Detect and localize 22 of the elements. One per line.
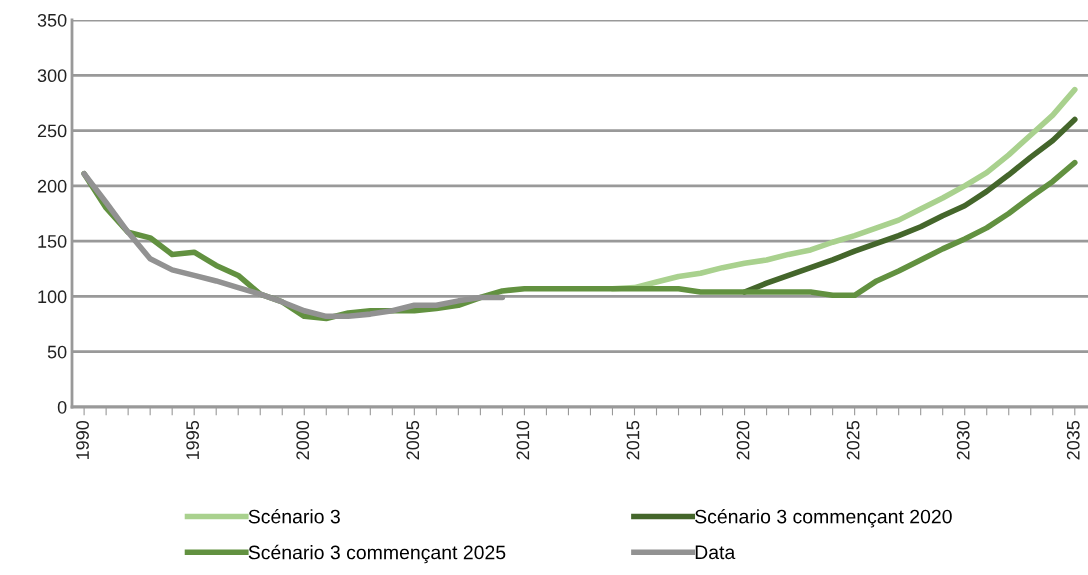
x-tick-label: 2000: [296, 420, 310, 460]
y-tick-label: 250: [37, 124, 67, 138]
y-tick-label: 300: [37, 69, 67, 83]
x-tick-label: 2010: [516, 420, 530, 460]
x-tick-label: 2020: [736, 420, 750, 460]
legend-label: Scénario 3: [248, 508, 340, 524]
legend-label: Scénario 3 commençant 2020: [695, 508, 952, 528]
y-tick-label: 200: [37, 179, 67, 193]
legend-label: Scénario 3 commençant 2025: [248, 544, 506, 564]
x-tick-label: 2035: [1066, 420, 1080, 460]
y-tick-label: 50: [47, 345, 67, 359]
y-tick-label: 0: [57, 400, 67, 414]
x-tick-label: 2030: [956, 420, 970, 460]
y-tick-label: 100: [38, 290, 67, 304]
x-tick-label: 1990: [76, 420, 89, 459]
legend-label: Data: [695, 545, 736, 560]
x-tick-label: 2025: [846, 420, 860, 460]
x-tick-label: 2015: [626, 420, 640, 460]
x-tick-label: 1995: [186, 420, 200, 459]
x-tick-label: 2005: [406, 420, 420, 460]
y-tick-label: 150: [38, 235, 67, 248]
y-tick-label: 350: [37, 13, 67, 27]
